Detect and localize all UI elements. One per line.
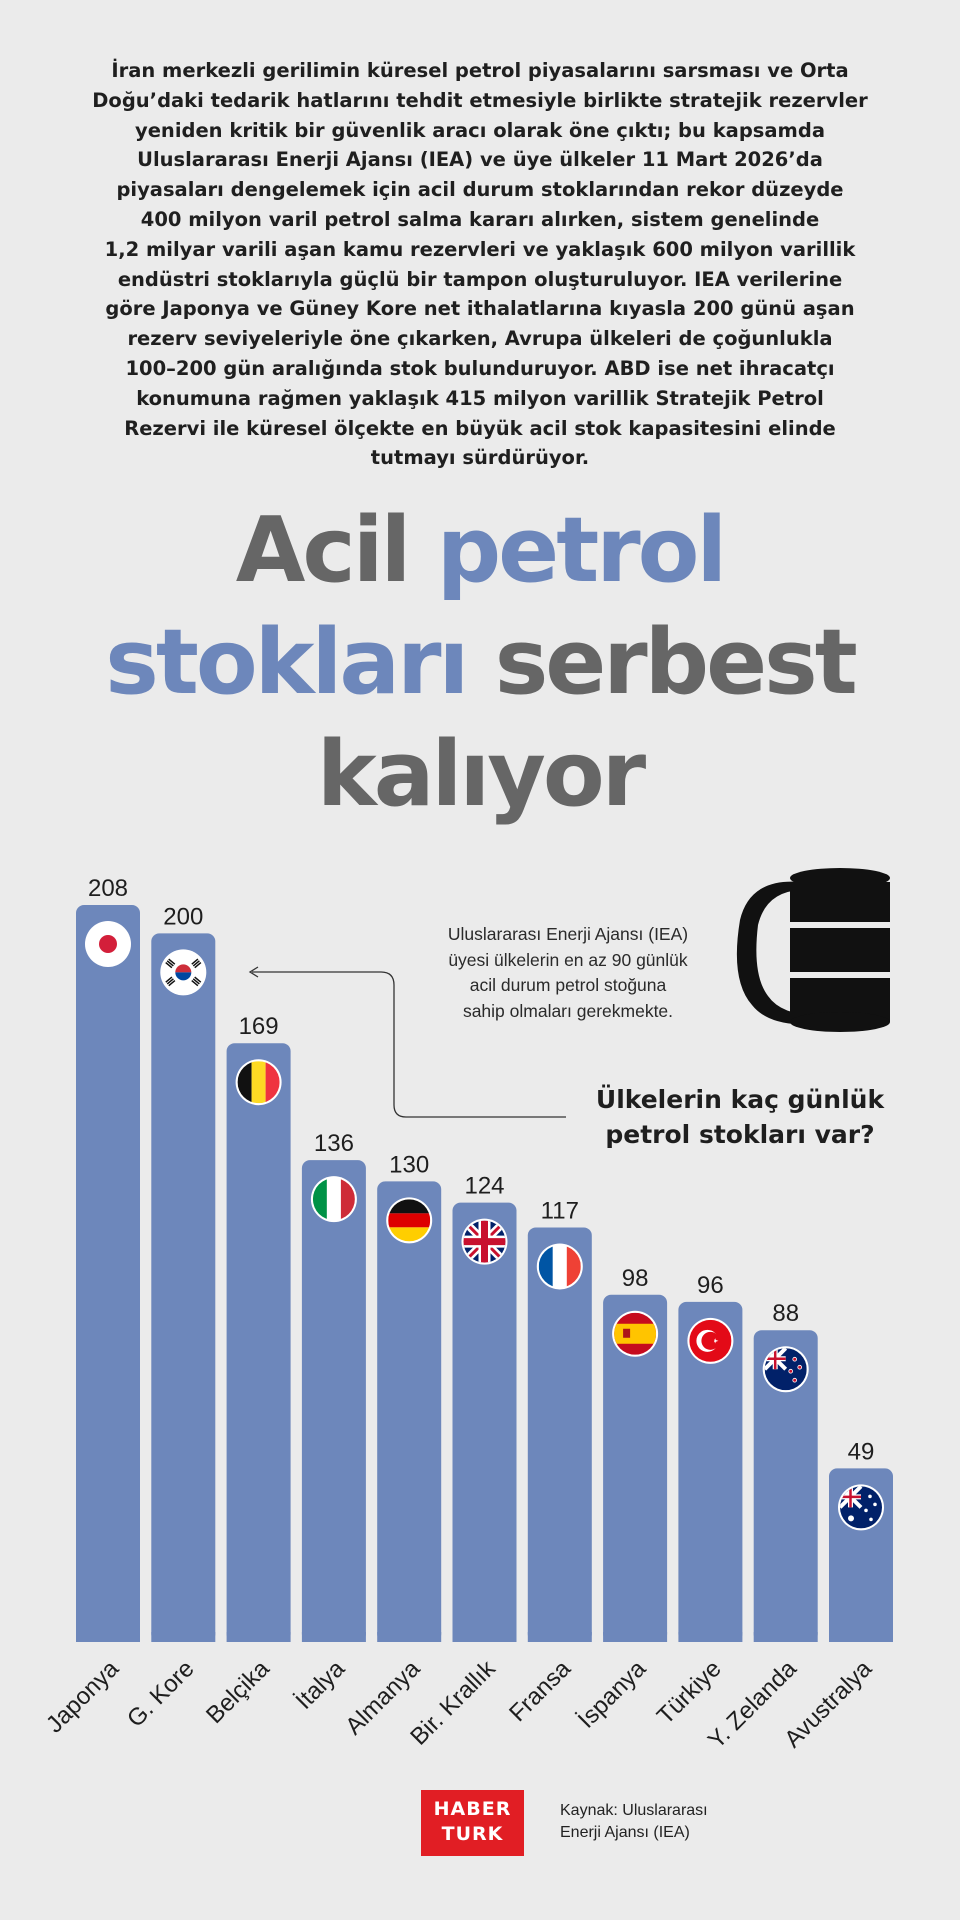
chart-question: Ülkelerin kaç günlük petrol stokları var… bbox=[595, 1085, 885, 1149]
bar bbox=[377, 1181, 442, 1642]
italy-flag-icon bbox=[310, 1176, 357, 1223]
spain-flag-icon bbox=[612, 1310, 659, 1357]
headline-word: petrol bbox=[436, 498, 728, 603]
bar bbox=[76, 905, 140, 1642]
bar-value-label: 124 bbox=[464, 1173, 504, 1200]
category-label: İtalya bbox=[290, 1655, 350, 1715]
france-flag-icon bbox=[536, 1243, 583, 1290]
turkey-flag-icon bbox=[687, 1317, 734, 1364]
bar bbox=[452, 1202, 517, 1642]
bar-group: 208 Japonya 200 G. Kore 169 Belçika 136 İtalya 1… bbox=[41, 875, 893, 1754]
bar-value-label: 136 bbox=[314, 1130, 354, 1157]
headline-word: stokları bbox=[105, 610, 495, 715]
headline: Acil petrol stokları serbest kalıyor bbox=[0, 495, 960, 831]
category-label: Japonya bbox=[41, 1655, 125, 1739]
bar bbox=[527, 1227, 592, 1642]
belgium-flag-icon bbox=[235, 1059, 282, 1106]
category-label: Belçika bbox=[201, 1655, 275, 1729]
bar-base bbox=[76, 1632, 140, 1642]
bar-base bbox=[301, 1632, 366, 1642]
bar bbox=[603, 1294, 668, 1642]
source-note: Kaynak: Uluslararası Enerji Ajansı (IEA) bbox=[560, 1802, 708, 1841]
bar-base bbox=[829, 1632, 893, 1642]
intro-paragraph: İran merkezli gerilimin küresel petrol p… bbox=[92, 59, 868, 470]
bar-value-label: 96 bbox=[697, 1272, 724, 1299]
bar-base bbox=[678, 1632, 743, 1642]
uk-flag-icon bbox=[461, 1218, 508, 1265]
bar-value-label: 49 bbox=[848, 1438, 875, 1465]
bar bbox=[678, 1301, 743, 1642]
bar-base bbox=[603, 1632, 668, 1642]
bar-base bbox=[527, 1632, 592, 1642]
bar bbox=[226, 1043, 291, 1642]
bar-base bbox=[377, 1632, 442, 1642]
bar-value-label: 117 bbox=[541, 1197, 579, 1224]
germany-flag-icon bbox=[386, 1197, 433, 1244]
bar-value-label: 130 bbox=[389, 1151, 429, 1178]
south-korea-flag-icon bbox=[160, 949, 207, 996]
headline-word: serbest bbox=[494, 610, 858, 715]
headline-word: kalıyor bbox=[316, 722, 646, 827]
bar-base bbox=[753, 1632, 818, 1642]
bar-value-label: 208 bbox=[88, 875, 128, 902]
bar-value-label: 98 bbox=[622, 1265, 649, 1292]
bar-base bbox=[151, 1632, 216, 1642]
callout-arrow bbox=[248, 966, 566, 1118]
iea-requirement-note: Uluslararası Enerji Ajansı (IEA) üyesi ü… bbox=[447, 924, 689, 1021]
category-label: Türkiye bbox=[652, 1655, 727, 1730]
new-zealand-flag-icon bbox=[762, 1346, 809, 1393]
australia-flag-icon bbox=[838, 1484, 884, 1531]
category-label: G. Kore bbox=[122, 1655, 200, 1733]
bar-value-label: 88 bbox=[772, 1300, 799, 1327]
bar-base bbox=[452, 1632, 517, 1642]
category-label: İspanya bbox=[573, 1655, 652, 1734]
bar bbox=[301, 1160, 366, 1642]
headline-word: Acil bbox=[235, 498, 437, 603]
haberturk-logo: HABER TURK bbox=[421, 1790, 524, 1856]
bar-value-label: 169 bbox=[239, 1013, 279, 1040]
bar-value-label: 200 bbox=[163, 903, 203, 930]
bar bbox=[753, 1330, 818, 1642]
category-label: Fransa bbox=[504, 1655, 576, 1727]
japan-flag-icon bbox=[85, 921, 131, 967]
oil-barrel-icon bbox=[736, 868, 890, 1032]
bar bbox=[151, 933, 216, 1642]
bar-base bbox=[226, 1632, 291, 1642]
